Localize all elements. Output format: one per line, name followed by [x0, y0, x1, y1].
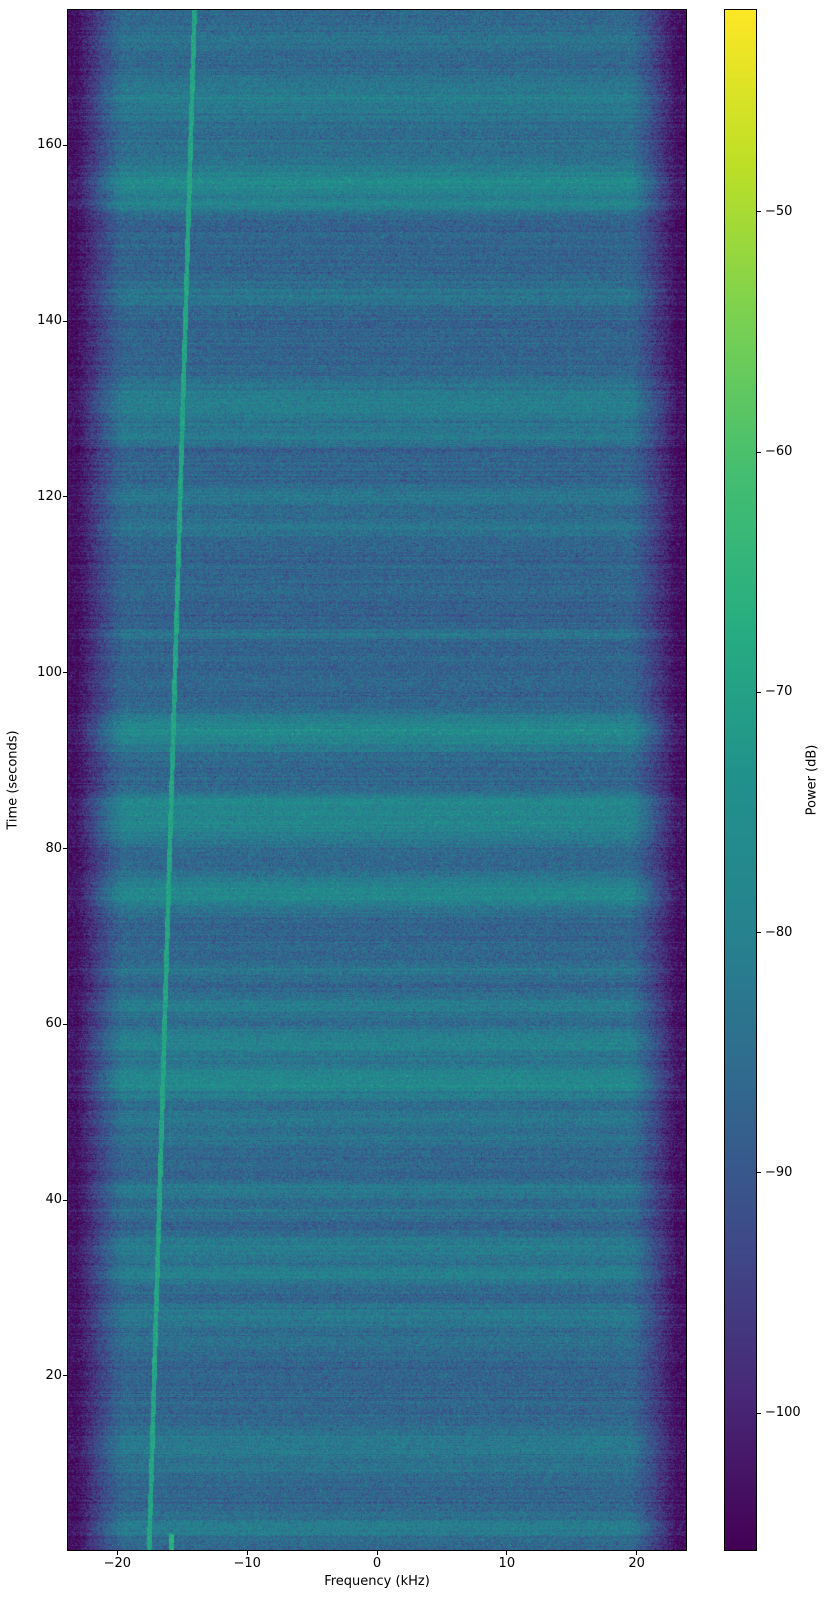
x-tick-label: 20	[628, 1556, 645, 1571]
colorbar-label: Power (dB)	[804, 744, 820, 816]
y-tick-mark	[63, 848, 67, 850]
y-axis-label: Time (seconds)	[5, 730, 21, 830]
spectrogram-image	[68, 10, 686, 1550]
y-tick-label: 100	[37, 664, 62, 680]
x-tick-mark	[506, 1551, 508, 1555]
y-tick-mark	[63, 1023, 67, 1025]
y-tick-label: 60	[45, 1016, 62, 1032]
colorbar-tick-label: −60	[765, 444, 793, 460]
x-axis-label: Frequency (kHz)	[324, 1574, 430, 1589]
colorbar-gradient	[725, 10, 756, 1550]
y-tick-mark	[63, 672, 67, 674]
colorbar-tick-label: −70	[765, 684, 793, 700]
x-tick-label: 10	[498, 1556, 516, 1571]
colorbar-tick-label: −90	[765, 1164, 793, 1180]
colorbar-tick-mark	[757, 1412, 761, 1414]
colorbar-tick-mark	[757, 691, 761, 693]
y-tick-label: 140	[37, 313, 62, 329]
colorbar-tick-mark	[757, 932, 761, 934]
x-tick-mark	[246, 1551, 248, 1555]
y-tick-label: 80	[45, 840, 62, 856]
x-tick-mark	[636, 1551, 638, 1555]
x-tick-mark	[376, 1551, 378, 1555]
colorbar-tick-mark	[757, 1172, 761, 1174]
y-tick-mark	[63, 144, 67, 146]
y-tick-label: 40	[45, 1192, 62, 1208]
y-tick-label: 120	[37, 488, 62, 504]
y-tick-mark	[63, 320, 67, 322]
x-tick-label: −20	[103, 1556, 132, 1571]
x-tick-mark	[116, 1551, 118, 1555]
y-tick-mark	[63, 1199, 67, 1201]
colorbar-tick-label: −50	[765, 203, 793, 219]
y-tick-label: 160	[37, 137, 62, 153]
y-tick-mark	[63, 496, 67, 498]
x-tick-label: 0	[372, 1556, 382, 1571]
y-tick-label: 20	[45, 1367, 62, 1383]
y-tick-mark	[63, 1375, 67, 1377]
x-tick-label: −10	[233, 1556, 261, 1571]
colorbar-tick-mark	[757, 451, 761, 453]
colorbar-tick-mark	[757, 211, 761, 213]
colorbar-tick-label: −80	[765, 924, 793, 940]
colorbar-tick-label: −100	[765, 1405, 801, 1421]
